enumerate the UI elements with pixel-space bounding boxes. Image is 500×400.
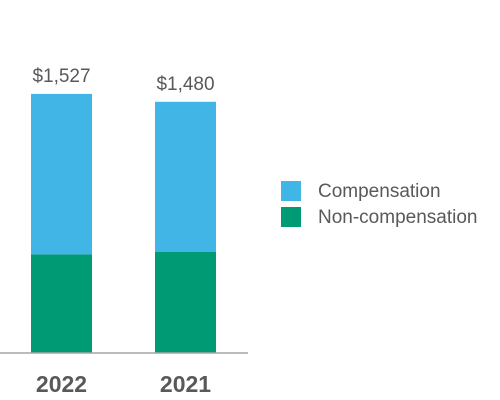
legend-swatch-compensation — [281, 181, 301, 201]
bar-non-compensation-2022 — [31, 254, 92, 353]
total-label-2021: $1,480 — [156, 74, 214, 95]
bar-non-compensation-2021 — [155, 252, 216, 353]
legend: Compensation Non-compensation — [281, 181, 477, 228]
total-label-2022: $1,527 — [32, 66, 90, 87]
bar-compensation-2021 — [155, 101, 216, 252]
x-tick-label-2021: 2021 — [160, 371, 211, 397]
legend-swatch-non-compensation — [281, 207, 301, 227]
legend-label-compensation: Compensation — [318, 181, 441, 202]
x-tick-label-2022: 2022 — [36, 371, 87, 397]
legend-label-non-compensation: Non-compensation — [318, 207, 477, 228]
total-labels-group: $1,527 $1,480 — [32, 66, 214, 95]
x-tick-labels-group: 2022 2021 — [36, 371, 211, 397]
bars-group — [31, 93, 216, 353]
bar-compensation-2022 — [31, 93, 92, 255]
